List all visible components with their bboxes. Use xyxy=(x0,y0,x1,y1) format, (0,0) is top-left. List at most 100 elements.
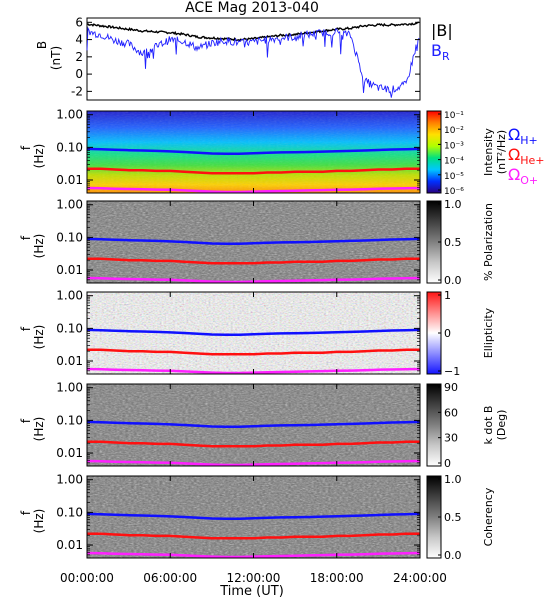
b-ylabel: B xyxy=(35,41,49,49)
b-yunit: (nT) xyxy=(49,46,63,70)
freq-ytick-label: 0.01 xyxy=(56,354,83,368)
ion-legend-sub: H+ xyxy=(520,134,538,147)
colorbar-tick-label: 0.0 xyxy=(444,274,462,287)
ion-legend-h-plus: ΩH+ xyxy=(508,125,538,147)
spectrogram-panel-k-dot-b: 1.00 0.10 0.01 f (Hz) 90 60 30 0 k dot B (Deg) xyxy=(19,381,508,470)
colorbar-label: % Polarization xyxy=(482,203,495,281)
ion-line-h-plus xyxy=(86,328,421,336)
ion-line-he-plus xyxy=(87,440,420,448)
freq-ytick-label: 1.00 xyxy=(56,381,83,395)
b-ytick-label: 0 xyxy=(75,67,83,81)
colorbar-tick-label: −1 xyxy=(444,365,460,378)
spectrogram-panel-coherency: 1.00 0.10 0.01 f (Hz) 1.0 0.5 0.0 Coherency xyxy=(19,473,495,562)
ion-line-h-plus xyxy=(86,237,421,245)
ion-legend-o-plus: ΩO+ xyxy=(508,165,538,187)
colorbar-tick-label: 1.0 xyxy=(444,473,462,486)
colorbar-label: k dot B xyxy=(482,406,495,445)
spectrogram-panel-ellipticity: 1.00 0.10 0.01 f (Hz) 1 0 −1 Ellipticity xyxy=(19,289,495,378)
time-tick-label: 12:00:00 xyxy=(227,571,281,585)
freq-ytick-label: 0.10 xyxy=(56,505,83,519)
ion-legend-symbol: Ω xyxy=(508,165,520,184)
colorbar-tick-label: 0.5 xyxy=(444,511,462,524)
colorbar-label: (nT²/Hz) xyxy=(495,130,508,174)
freq-ylabel-f: f xyxy=(19,145,33,150)
freq-ytick-label: 1.00 xyxy=(56,473,83,487)
freq-ytick-label: 0.01 xyxy=(56,173,83,187)
ion-line-he-plus xyxy=(87,257,420,265)
colorbar-tick-label: 0.5 xyxy=(444,236,462,249)
series-line-b-total xyxy=(86,21,420,42)
ion-legend-symbol: Ω xyxy=(508,125,520,144)
time-tick-label: 18:00:00 xyxy=(310,571,364,585)
ion-line-h-plus xyxy=(86,420,421,428)
ion-legend-he-plus: ΩHe+ xyxy=(508,145,545,167)
colorbar-tick-label: 1 xyxy=(444,289,451,302)
freq-ytick-label: 1.00 xyxy=(56,289,83,303)
legend-b-r-sub: R xyxy=(442,50,450,63)
gray-texture xyxy=(87,476,420,558)
colorbar-tick-label: 10⁻² xyxy=(444,126,464,136)
freq-ytick-label: 0.10 xyxy=(56,140,83,154)
spectrogram-panel-intensity: 1.00 0.10 0.01 f (Hz) 10⁻¹ 10⁻² 10⁻³ 10⁻⁴ 10⁻⁵ 10⁻… xyxy=(19,108,508,197)
ellipticity-texture xyxy=(87,292,420,374)
x-axis-label: Time (UT) xyxy=(219,584,284,599)
freq-ylabel-f: f xyxy=(19,418,33,423)
freq-ylabel-f: f xyxy=(19,326,33,331)
legend-b-total: |B| xyxy=(431,21,453,40)
legend-b-r: BR xyxy=(431,41,450,63)
colorbar-label: Intensity xyxy=(482,128,495,176)
time-tick-label: 00:00:00 xyxy=(60,571,114,585)
ion-line-he-plus xyxy=(87,532,420,540)
colorbar-tick-label: 90 xyxy=(444,381,458,394)
b-ytick-label: 2 xyxy=(75,50,83,64)
colorbar-tick-label: 0 xyxy=(444,457,451,470)
freq-ylabel-f: f xyxy=(19,510,33,515)
freq-ytick-label: 1.00 xyxy=(56,198,83,212)
freq-ytick-label: 1.00 xyxy=(56,108,83,122)
time-tick-label: 06:00:00 xyxy=(143,571,197,585)
ion-line-h-plus xyxy=(86,512,421,520)
colorbar-label: Ellipticity xyxy=(482,307,495,358)
spectrogram-panel--polarization: 1.00 0.10 0.01 f (Hz) 1.0 0.5 0.0 % Polarization xyxy=(19,198,495,287)
freq-ylabel-hz: (Hz) xyxy=(32,417,46,442)
freq-ytick-label: 0.10 xyxy=(56,321,83,335)
colorbar-tick-label: 0.0 xyxy=(444,549,462,562)
colorbar xyxy=(426,383,442,467)
colorbar xyxy=(426,110,442,194)
colorbar-tick-label: 10⁻⁶ xyxy=(444,187,464,197)
b-ytick-label: 6 xyxy=(75,15,83,29)
ion-line-he-plus xyxy=(87,167,420,175)
freq-ytick-label: 0.01 xyxy=(56,263,83,277)
colorbar-tick-label: 0 xyxy=(444,327,451,340)
freq-ylabel-hz: (Hz) xyxy=(32,509,46,534)
gray-texture xyxy=(87,384,420,466)
colorbar-tick-label: 30 xyxy=(444,432,458,445)
colorbar-label: Coherency xyxy=(482,487,495,546)
freq-ytick-label: 0.01 xyxy=(56,446,83,460)
colorbar-tick-label: 10⁻⁵ xyxy=(444,172,464,182)
freq-ytick-label: 0.01 xyxy=(56,538,83,552)
freq-ylabel-hz: (Hz) xyxy=(32,234,46,259)
colorbar-tick-label: 60 xyxy=(444,406,458,419)
intensity-texture xyxy=(87,111,420,193)
ion-line-h-plus xyxy=(86,147,421,155)
b-ytick-label: -2 xyxy=(71,84,83,98)
colorbar-tick-label: 10⁻¹ xyxy=(444,111,464,121)
ion-legend-sub: O+ xyxy=(520,174,538,187)
freq-ylabel-f: f xyxy=(19,235,33,240)
time-tick-label: 24:00:00 xyxy=(393,571,447,585)
series-line-b-r xyxy=(86,26,420,98)
colorbar-tick-label: 10⁻³ xyxy=(444,141,464,151)
freq-ylabel-hz: (Hz) xyxy=(32,144,46,169)
b-ytick-label: 4 xyxy=(75,33,83,47)
freq-ytick-label: 0.10 xyxy=(56,230,83,244)
colorbar-tick-label: 10⁻⁴ xyxy=(444,157,464,167)
ion-legend-sub: He+ xyxy=(520,154,544,167)
gray-texture xyxy=(87,201,420,283)
ion-line-he-plus xyxy=(87,348,420,356)
colorbar-tick-label: 1.0 xyxy=(444,198,462,211)
freq-ytick-label: 0.10 xyxy=(56,413,83,427)
figure-title: ACE Mag 2013-040 xyxy=(185,0,319,16)
ion-legend-symbol: Ω xyxy=(508,145,520,164)
